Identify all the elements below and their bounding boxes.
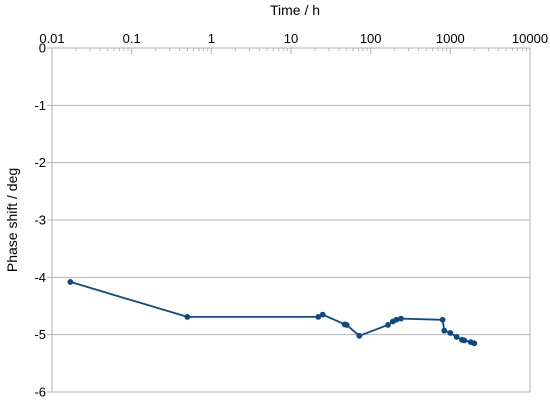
x-axis-title: Time / h [270,2,320,18]
data-point [356,332,363,339]
data-point [385,322,391,328]
series-line [70,281,475,345]
data-point [453,334,460,340]
data-point [343,322,350,328]
data-point [461,337,468,344]
x-tick-labels: 0.01 0.1 1 10 100 1000 10000 [39,31,548,46]
x-minor-ticks [75,48,527,51]
data-point [471,340,478,347]
y-tick-label: -2 [34,155,46,170]
x-tick-label: 0.1 [123,31,141,46]
y-tick-label: -5 [34,327,46,342]
x-tick-label: 100 [360,31,382,46]
data-point [398,315,404,322]
data-point [184,313,191,320]
y-axis-title: Phase shift / deg [4,168,20,272]
data-point [67,279,74,285]
gridlines [52,47,530,393]
y-tick-label: 0 [39,41,46,56]
data-point [447,330,454,336]
x-tick-label: 1000 [436,31,465,46]
axes [47,47,531,393]
data-point [315,313,322,320]
y-tick-label: -6 [34,385,46,400]
data-point [439,316,446,323]
x-tick-label: 0.01 [39,31,64,46]
y-tick-label: -4 [34,270,46,285]
x-tick-label: 10 [284,31,298,46]
data-point [441,327,448,334]
data-point [393,316,400,323]
y-tick-labels: 0 -1 -2 -3 -4 -5 -6 [34,41,46,400]
x-tick-label: 1 [208,31,215,46]
data-point [319,311,326,318]
y-tick-label: -3 [34,213,46,228]
y-tick-label: -1 [34,98,46,113]
data-series [67,279,478,347]
x-tick-label: 10000 [512,31,548,46]
